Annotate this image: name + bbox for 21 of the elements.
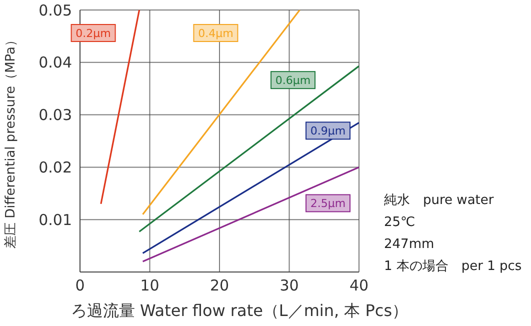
text: 純水 pure water	[384, 192, 495, 210]
y-tick-label: 0.04	[38, 54, 72, 72]
x-tick-label: 20	[210, 276, 230, 295]
x-tick-label: 40	[349, 276, 369, 295]
x-tick-label: 0	[75, 276, 85, 295]
y-axis-title: 差圧 Differential pressure（MPa）	[4, 33, 19, 249]
text: 0.2μm	[76, 27, 111, 40]
text: 1 本の場合 per 1 pcs	[384, 258, 522, 276]
text: 247mm	[384, 236, 436, 254]
text: 0.4μm	[198, 27, 234, 40]
y-tick-label: 0.05	[38, 1, 72, 20]
x-tick-label: 30	[280, 276, 299, 295]
series-label: 2.5μm	[310, 197, 346, 210]
series-label: 0.9μm	[310, 124, 346, 138]
text: 25℃	[384, 214, 416, 232]
y-tick-label: 0.02	[38, 158, 72, 177]
series-label: 0.6μm	[275, 74, 311, 88]
x-tick-label: 10	[140, 276, 160, 295]
x-axis-title: ろ過流量 Water flow rate（L／min, 本 Pcs）	[70, 301, 408, 320]
y-tick-label: 0.01	[38, 210, 72, 229]
y-tick-label: 0.03	[38, 106, 72, 124]
